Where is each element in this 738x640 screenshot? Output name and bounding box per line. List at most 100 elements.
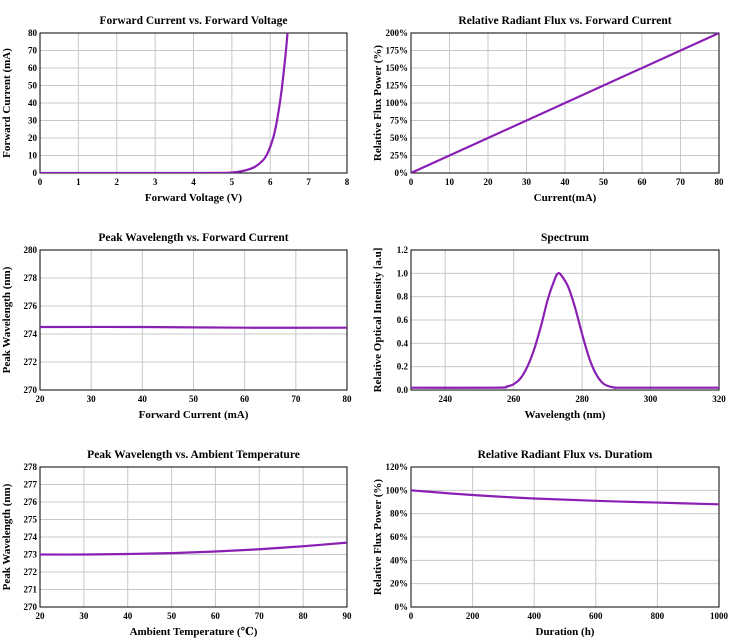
y-tick-label: 278 <box>24 273 38 283</box>
y-tick-label: 60% <box>390 532 408 542</box>
y-tick-label: 50 <box>28 81 38 91</box>
y-tick-label: 75% <box>390 116 408 126</box>
x-tick-label: 60 <box>240 394 250 404</box>
plot-frame <box>410 249 720 391</box>
y-tick-label: 270 <box>24 602 38 612</box>
x-tick-label: 600 <box>589 611 603 621</box>
y-tick-label: 20% <box>390 579 408 589</box>
x-axis-label: Duration (h) <box>536 626 595 638</box>
x-tick-label: 4 <box>191 177 196 187</box>
chart-title: Forward Current vs. Forward Voltage <box>100 15 288 27</box>
chart-wl-temp: Peak Wavelength vs. Ambient Temperature 2… <box>1 449 352 638</box>
y-tick-label: 80 <box>28 28 38 38</box>
y-tick-label: 40 <box>28 98 38 108</box>
chart-spectrum: Spectrum 240 260 280 300 320 0.0 0.2 0.4 0.6 0.8 1.… <box>372 232 726 421</box>
x-tick-label: 50 <box>189 394 199 404</box>
x-axis-label: Current(mA) <box>534 192 597 204</box>
chart-title: Peak Wavelength vs. Ambient Temperature <box>87 449 300 461</box>
y-tick-label: 277 <box>24 480 38 490</box>
x-tick-label: 40 <box>561 177 571 187</box>
plot-frame <box>410 32 720 174</box>
series-line <box>40 32 289 173</box>
y-tick-label: 120% <box>386 462 409 472</box>
x-tick-label: 6 <box>268 177 273 187</box>
y-tick-label: 60 <box>28 63 38 73</box>
y-tick-label: 1.2 <box>397 245 409 255</box>
x-tick-label: 1 <box>76 177 81 187</box>
y-tick-label: 0% <box>395 168 409 178</box>
x-axis-label: Forward Voltage (V) <box>145 192 242 204</box>
y-tick-label: 0% <box>395 602 409 612</box>
x-tick-label: 80 <box>343 394 353 404</box>
y-axis-label: Forward Current (mA) <box>1 48 13 158</box>
x-tick-label: 90 <box>343 611 353 621</box>
x-tick-label: 260 <box>507 394 521 404</box>
y-tick-label: 40% <box>390 555 408 565</box>
x-tick-label: 3 <box>153 177 158 187</box>
x-tick-label: 0 <box>409 611 414 621</box>
plot-frame <box>410 466 720 608</box>
x-tick-label: 240 <box>438 394 452 404</box>
x-tick-label: 70 <box>676 177 686 187</box>
x-tick-label: 800 <box>651 611 665 621</box>
x-axis-label: Ambient Temperature (℃) <box>130 626 258 638</box>
x-tick-label: 70 <box>255 611 265 621</box>
x-tick-label: 1000 <box>710 611 729 621</box>
x-tick-label: 30 <box>79 611 89 621</box>
y-tick-label: 0.6 <box>397 315 409 325</box>
y-tick-label: 10 <box>28 151 38 161</box>
plot-frame <box>39 249 348 391</box>
x-tick-label: 50 <box>599 177 609 187</box>
x-tick-label: 20 <box>36 611 46 621</box>
y-tick-label: 80% <box>390 509 408 519</box>
x-tick-label: 30 <box>522 177 532 187</box>
y-tick-label: 0.4 <box>397 338 409 348</box>
y-tick-label: 100% <box>386 485 409 495</box>
x-axis-label: Forward Current (mA) <box>139 409 249 421</box>
y-tick-label: 274 <box>24 329 38 339</box>
y-axis-label: Relative Flux Power (%) <box>372 479 384 596</box>
x-tick-label: 80 <box>715 177 725 187</box>
y-tick-label: 1.0 <box>397 268 409 278</box>
y-tick-label: 278 <box>24 462 38 472</box>
y-tick-label: 0.0 <box>397 385 409 395</box>
x-tick-label: 40 <box>123 611 133 621</box>
y-tick-label: 100% <box>386 98 409 108</box>
series-line <box>411 489 719 506</box>
y-tick-label: 0.8 <box>397 292 409 302</box>
plot-frame <box>39 466 348 608</box>
x-tick-label: 200 <box>466 611 480 621</box>
chart-title: Peak Wavelength vs. Forward Current <box>98 232 288 244</box>
chart-wl-current: Peak Wavelength vs. Forward Current 20 30 4… <box>1 232 352 421</box>
chart-iv: Forward Current vs. Forward Voltage 0 1 2 3 4… <box>1 15 350 204</box>
x-tick-label: 400 <box>527 611 541 621</box>
y-tick-label: 276 <box>24 497 38 507</box>
y-tick-label: 70 <box>28 46 38 56</box>
series-line <box>411 272 719 389</box>
y-tick-label: 200% <box>386 28 409 38</box>
y-axis-label: Relative Flux Power (%) <box>372 45 384 162</box>
y-tick-label: 50% <box>390 133 408 143</box>
y-tick-label: 272 <box>24 357 38 367</box>
chart-flux-current: Relative Radiant Flux vs. Forward Curren… <box>372 15 724 204</box>
x-tick-label: 280 <box>575 394 589 404</box>
x-tick-label: 40 <box>138 394 148 404</box>
x-tick-label: 60 <box>211 611 221 621</box>
x-tick-label: 10 <box>445 177 455 187</box>
y-tick-label: 20 <box>28 133 38 143</box>
x-axis-label: Wavelength (nm) <box>525 409 606 421</box>
y-tick-label: 271 <box>24 585 38 595</box>
x-tick-label: 20 <box>484 177 494 187</box>
y-axis-label: Peak Wavelength (nm) <box>1 266 13 373</box>
y-tick-label: 275 <box>24 515 38 525</box>
x-tick-label: 320 <box>712 394 726 404</box>
chart-title: Relative Radiant Flux vs. Duratiom <box>478 449 653 461</box>
x-tick-label: 2 <box>115 177 120 187</box>
x-tick-label: 70 <box>291 394 301 404</box>
x-tick-label: 5 <box>230 177 235 187</box>
chart-flux-duration: Relative Radiant Flux vs. Duratiom 0 200 40… <box>372 449 729 638</box>
y-tick-label: 274 <box>24 532 38 542</box>
y-axis-label: Peak Wavelength (nm) <box>1 483 13 590</box>
x-tick-label: 80 <box>299 611 309 621</box>
y-tick-label: 125% <box>386 81 409 91</box>
